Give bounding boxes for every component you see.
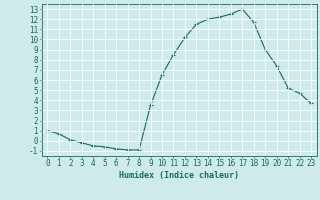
X-axis label: Humidex (Indice chaleur): Humidex (Indice chaleur) bbox=[119, 171, 239, 180]
